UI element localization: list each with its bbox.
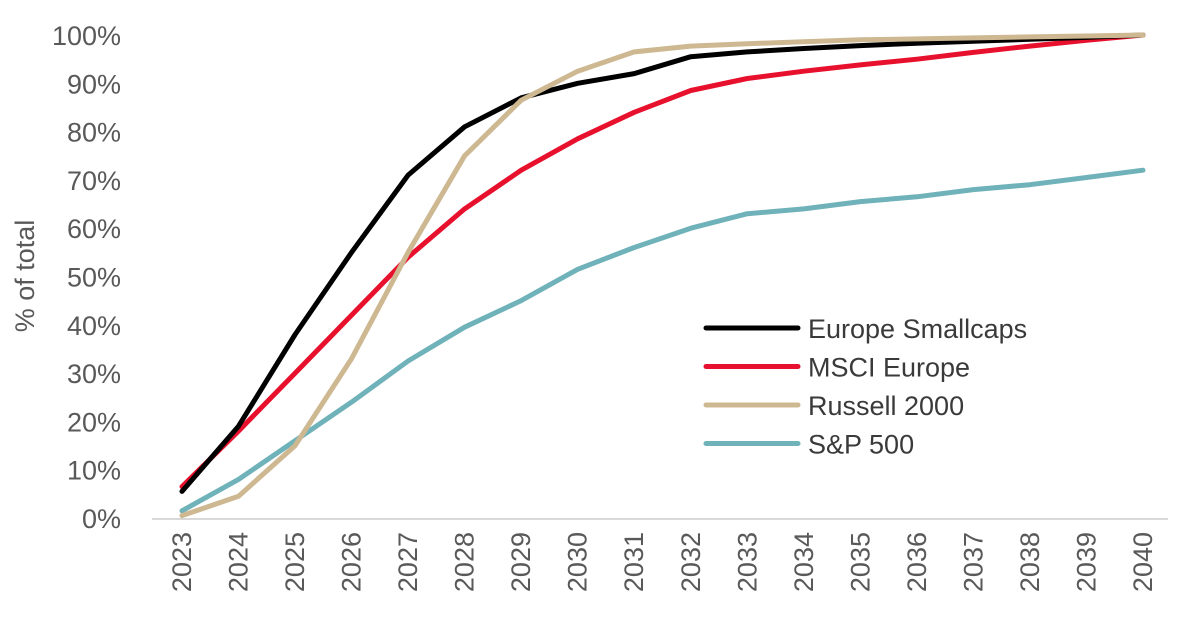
x-tick-label: 2029 xyxy=(506,532,536,592)
y-tick-label: 90% xyxy=(67,69,121,99)
x-tick-label: 2024 xyxy=(224,532,254,592)
series-line-s-p-500 xyxy=(179,167,1146,514)
x-tick-label: 2039 xyxy=(1071,532,1101,592)
legend-label: MSCI Europe xyxy=(808,353,970,383)
legend-label: S&P 500 xyxy=(808,430,914,460)
y-tick-label: 100% xyxy=(52,21,121,51)
x-tick-label: 2028 xyxy=(450,532,480,592)
y-axis-label: % of total xyxy=(10,220,40,333)
legend: Europe Smallcaps MSCI Europe Russell 2000 S… xyxy=(703,314,1027,460)
x-tick-label: 2023 xyxy=(167,532,197,592)
series-line-msci-europe xyxy=(179,32,1146,490)
x-tick-label: 2035 xyxy=(845,532,875,592)
series-line-europe-smallcaps xyxy=(179,32,1146,494)
y-tick-label: 30% xyxy=(67,359,121,389)
y-tick-label: 20% xyxy=(67,407,121,437)
x-tick-label: 2036 xyxy=(902,532,932,592)
x-tick-label: 2032 xyxy=(676,532,706,592)
y-tick-label: 10% xyxy=(67,456,121,486)
series-lines xyxy=(179,32,1146,519)
x-tick-label: 2026 xyxy=(337,532,367,592)
x-tick-label: 2038 xyxy=(1015,532,1045,592)
legend-label: Russell 2000 xyxy=(808,391,964,421)
x-tick-label: 2025 xyxy=(280,532,310,592)
x-tick-label: 2034 xyxy=(789,532,819,592)
y-tick-labels: 0% 10% 20% 30% 40% 50% 60% 70% 80% 90% 100% xyxy=(52,21,121,534)
x-tick-label: 2037 xyxy=(958,532,988,592)
y-tick-label: 0% xyxy=(82,504,121,534)
y-tick-label: 80% xyxy=(67,118,121,148)
x-tick-label: 2033 xyxy=(732,532,762,592)
y-tick-label: 50% xyxy=(67,263,121,293)
legend-label: Europe Smallcaps xyxy=(808,314,1027,344)
y-tick-label: 40% xyxy=(67,311,121,341)
x-tick-label: 2031 xyxy=(619,532,649,592)
series-line-russell-2000 xyxy=(179,32,1146,519)
x-tick-label: 2030 xyxy=(563,532,593,592)
x-tick-label: 2027 xyxy=(393,532,423,592)
y-tick-label: 70% xyxy=(67,166,121,196)
x-tick-label: 2040 xyxy=(1128,532,1158,592)
y-tick-label: 60% xyxy=(67,214,121,244)
x-tick-labels: 2023 2024 2025 2026 2027 2028 2029 2030 2031 2032… xyxy=(167,532,1158,592)
